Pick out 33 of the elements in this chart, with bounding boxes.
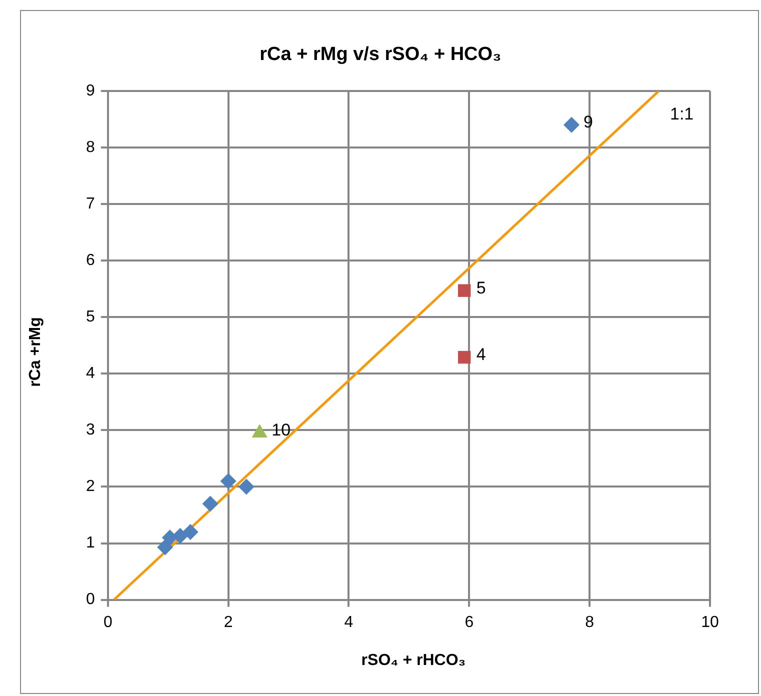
y-tick-label: 3	[86, 422, 95, 439]
x-tick-label: 2	[224, 614, 233, 631]
annotation: 9	[584, 112, 593, 132]
y-tick-label: 2	[86, 478, 95, 496]
annotation: 5	[476, 278, 486, 298]
point	[238, 478, 254, 495]
y-axis-title: rCa +rMg	[27, 317, 45, 387]
annotation: 1:1	[670, 104, 694, 124]
annotation: 4	[476, 344, 486, 364]
x-tick-label: 4	[344, 614, 354, 631]
point	[202, 496, 218, 512]
x-tick-label: 6	[464, 614, 474, 631]
y-tick-label: 4	[86, 365, 95, 382]
y-tick-label: 5	[86, 308, 95, 326]
point	[182, 524, 198, 540]
point	[220, 473, 236, 490]
chart-title: rCa + rMg v/s rSO₄ + HCO₃	[258, 44, 502, 66]
point	[162, 530, 178, 546]
point	[157, 539, 174, 556]
x-tick-label: 8	[585, 614, 594, 631]
y-tick-label: 9	[86, 82, 95, 100]
point	[564, 116, 580, 133]
y-tick-label: 8	[86, 138, 95, 156]
point	[458, 284, 471, 297]
annotation: 10	[272, 420, 291, 440]
point	[458, 350, 471, 364]
y-tick-label: 6	[86, 252, 95, 270]
y-tick-label: 0	[86, 591, 95, 608]
x-tick-label: 0	[103, 614, 112, 631]
y-tick-label: 1	[86, 534, 95, 552]
x-tick-label: 10	[701, 614, 719, 631]
x-axis-title: rSO₄ + rHCO₃	[360, 652, 467, 670]
y-tick-label: 7	[86, 195, 95, 212]
